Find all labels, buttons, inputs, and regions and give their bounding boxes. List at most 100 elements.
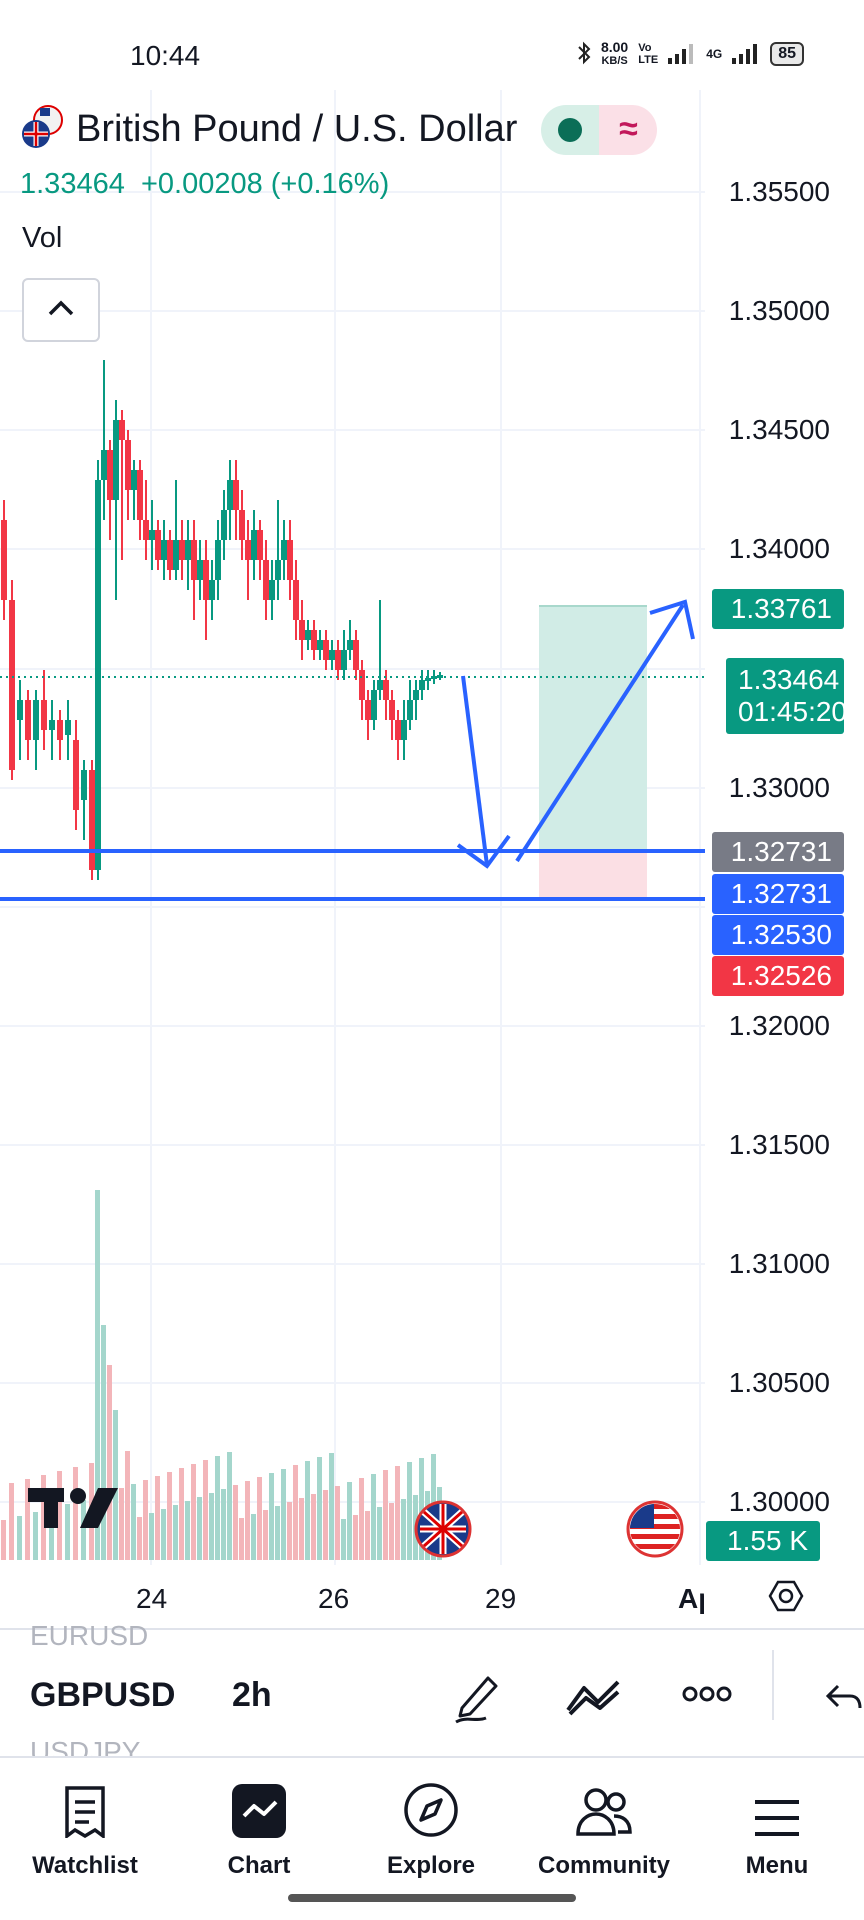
candle-body (107, 450, 113, 500)
volume-bar (161, 1509, 166, 1560)
candle-body (215, 540, 221, 580)
price-axis-label: 1.31500 (728, 1129, 830, 1160)
volume-bar (1, 1520, 6, 1560)
volume-bar (245, 1481, 250, 1560)
bottom-nav: Watchlist Chart Explore Community Menu (0, 1760, 864, 1920)
candle-body (395, 720, 401, 740)
candle-body (419, 680, 425, 690)
more-options-icon[interactable] (682, 1684, 732, 1709)
volume-bar (257, 1477, 262, 1560)
currency-flags-icon (20, 104, 66, 155)
volume-bar (287, 1502, 292, 1560)
timeframe-selector[interactable]: 2h (232, 1676, 272, 1714)
candle-body (287, 540, 293, 580)
volume-bar (119, 1488, 124, 1560)
candle-body (143, 520, 149, 540)
candle-body (353, 640, 359, 670)
home-indicator[interactable] (288, 1894, 576, 1902)
uk-event-icon[interactable] (414, 1500, 472, 1563)
down-arrow-line (461, 675, 489, 866)
volume-bar (149, 1513, 154, 1560)
candle-body (299, 620, 305, 640)
candle-body (203, 560, 209, 600)
volume-bar (49, 1508, 54, 1560)
candle-body (137, 470, 143, 520)
nav-watchlist-label: Watchlist (32, 1852, 138, 1879)
volume-bar (73, 1467, 78, 1560)
x-label-ap: Ap (678, 1583, 704, 1614)
undo-icon[interactable] (824, 1678, 864, 1717)
current-price-tag: 1.33464 01:45:20 (726, 658, 847, 734)
tradingview-logo (28, 1488, 118, 1528)
nav-chart[interactable]: Chart (184, 1760, 334, 1880)
candle-body (113, 420, 119, 500)
candle-body (161, 540, 167, 560)
candle-body (263, 560, 269, 600)
volume-bar (215, 1456, 220, 1560)
price-axis-label: 1.35500 (728, 176, 830, 207)
volume-bar (281, 1469, 286, 1560)
candle-body (41, 700, 47, 730)
prev-symbol[interactable]: EURUSD (30, 1620, 149, 1648)
volume-bar (143, 1480, 148, 1560)
price-axis-label: 1.35000 (728, 295, 830, 326)
volume-bar (185, 1501, 190, 1560)
candle-body (233, 480, 239, 510)
up-arrow-head (649, 599, 695, 640)
us-event-icon[interactable] (626, 1500, 684, 1563)
chart-settings-icon[interactable] (768, 1578, 804, 1619)
candle-body (407, 700, 413, 720)
candle-body (275, 560, 281, 580)
volume-bar (239, 1518, 244, 1560)
community-icon (529, 1772, 679, 1838)
volume-bar (389, 1503, 394, 1560)
nav-watchlist[interactable]: Watchlist (10, 1760, 160, 1880)
status-pill[interactable]: ≈ (541, 104, 658, 155)
volume-bar (107, 1365, 112, 1560)
down-arrow-head (456, 834, 511, 869)
battery-icon: 85 (770, 42, 804, 66)
volume-bar (179, 1468, 184, 1560)
pencil-draw-icon[interactable] (452, 1668, 504, 1729)
volume-bar (419, 1458, 424, 1560)
collapse-button[interactable] (22, 278, 100, 342)
candle-body (365, 700, 371, 720)
price-change: 1.33464 +0.00208 (+0.16%) (20, 168, 389, 201)
candle-body (65, 720, 71, 735)
candle-body (131, 470, 137, 490)
nav-explore[interactable]: Explore (356, 1760, 506, 1880)
next-symbol[interactable]: USDJPY (30, 1736, 141, 1758)
nav-community[interactable]: Community (529, 1760, 679, 1880)
candle-body (9, 600, 15, 770)
candle-body (437, 675, 443, 678)
candle-body (281, 540, 287, 560)
support-blue-tag: 1.32530 (712, 915, 844, 955)
change-value: +0.00208 (+0.16%) (140, 168, 390, 200)
candle-body (25, 700, 31, 740)
x-label-26: 26 (318, 1583, 350, 1614)
volume-bar (191, 1464, 196, 1560)
candle-body (383, 680, 389, 700)
volume-label: Vol (22, 222, 63, 254)
symbol-header[interactable]: British Pound / U.S. Dollar ≈ (20, 104, 658, 155)
price-axis-label: 1.33000 (728, 772, 830, 803)
symbol-selector[interactable]: GBPUSD (30, 1676, 176, 1714)
volume-bar (269, 1473, 274, 1560)
nav-menu[interactable]: Menu (702, 1760, 852, 1880)
countdown-value: 01:45:20 (738, 696, 847, 727)
volume-bar (275, 1506, 280, 1560)
candle-body (221, 510, 227, 540)
candle-body (81, 770, 87, 800)
candle-body (245, 540, 251, 560)
watchlist-icon (10, 1772, 160, 1838)
candle-body (401, 720, 407, 740)
candle-body (335, 650, 341, 670)
volume-bar (113, 1410, 118, 1560)
volume-bar (377, 1507, 382, 1560)
trend-line-icon[interactable] (564, 1676, 622, 1721)
volume-bar (131, 1484, 136, 1560)
menu-icon (702, 1772, 852, 1838)
volume-bar (137, 1517, 142, 1560)
candle-body (73, 740, 79, 810)
volume-bar (371, 1474, 376, 1560)
